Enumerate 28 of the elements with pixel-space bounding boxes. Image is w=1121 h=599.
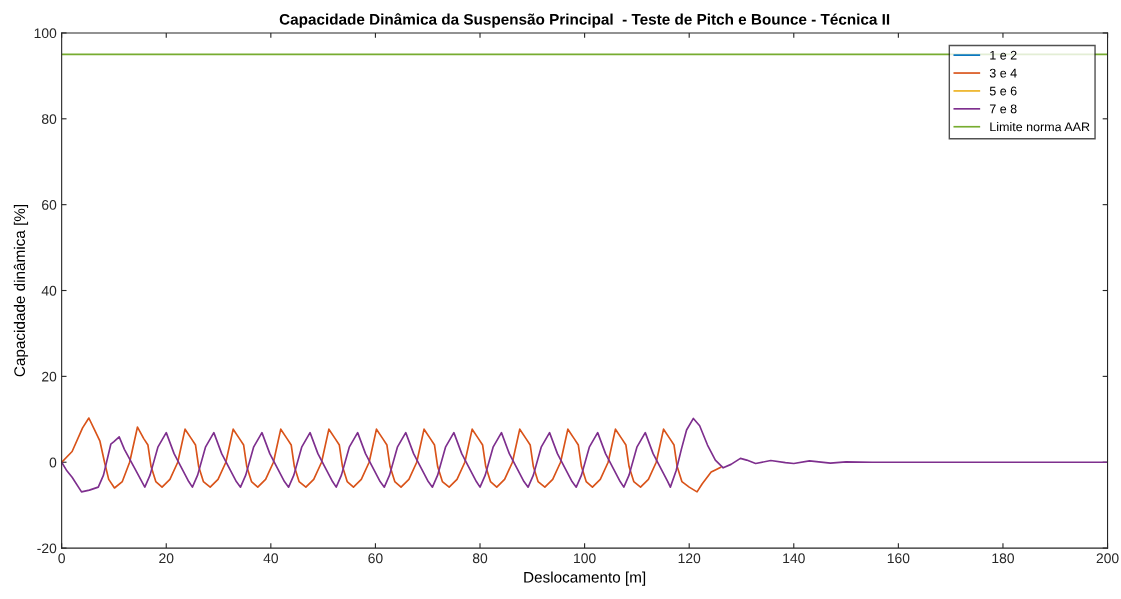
line-series xyxy=(61,417,722,493)
y-axis-title: Capacidade dinâmica [%] xyxy=(13,204,29,377)
y-tick-label: 60 xyxy=(42,199,57,210)
x-tick-label: 160 xyxy=(887,553,910,564)
legend-label: 3 e 4 xyxy=(989,68,1017,78)
x-tick-label: 100 xyxy=(574,553,596,564)
legend-label: 1 e 2 xyxy=(990,50,1017,60)
x-tick-label: 60 xyxy=(368,553,383,564)
x-tick-label: 40 xyxy=(263,553,279,564)
x-tick-label: 120 xyxy=(678,553,701,564)
legend-label: 7 e 8 xyxy=(989,104,1017,114)
y-tick-label: -20 xyxy=(37,543,57,554)
line-series xyxy=(61,417,1108,493)
x-tick-label: 20 xyxy=(159,553,174,564)
x-tick-label: 80 xyxy=(472,553,488,564)
x-tick-label: 0 xyxy=(58,553,65,564)
legend-label: 5 e 6 xyxy=(989,86,1017,96)
chart-title: Capacidade Dinâmica da Suspensão Principal - Teste de Pitch e Bounce - Técnica II xyxy=(279,13,890,28)
y-tick-label: 40 xyxy=(41,285,57,296)
x-axis-title: Deslocamento [m] xyxy=(524,571,646,586)
legend-label: Limite norma AAR xyxy=(990,122,1090,132)
y-tick-label: 80 xyxy=(41,114,57,124)
x-tick-label: 200 xyxy=(1096,553,1119,564)
y-tick-label: 0 xyxy=(49,457,57,468)
y-tick-label: 20 xyxy=(42,371,57,382)
x-tick-label: 140 xyxy=(783,553,805,564)
x-tick-label: 180 xyxy=(992,553,1014,564)
y-tick-label: 100 xyxy=(34,28,57,39)
